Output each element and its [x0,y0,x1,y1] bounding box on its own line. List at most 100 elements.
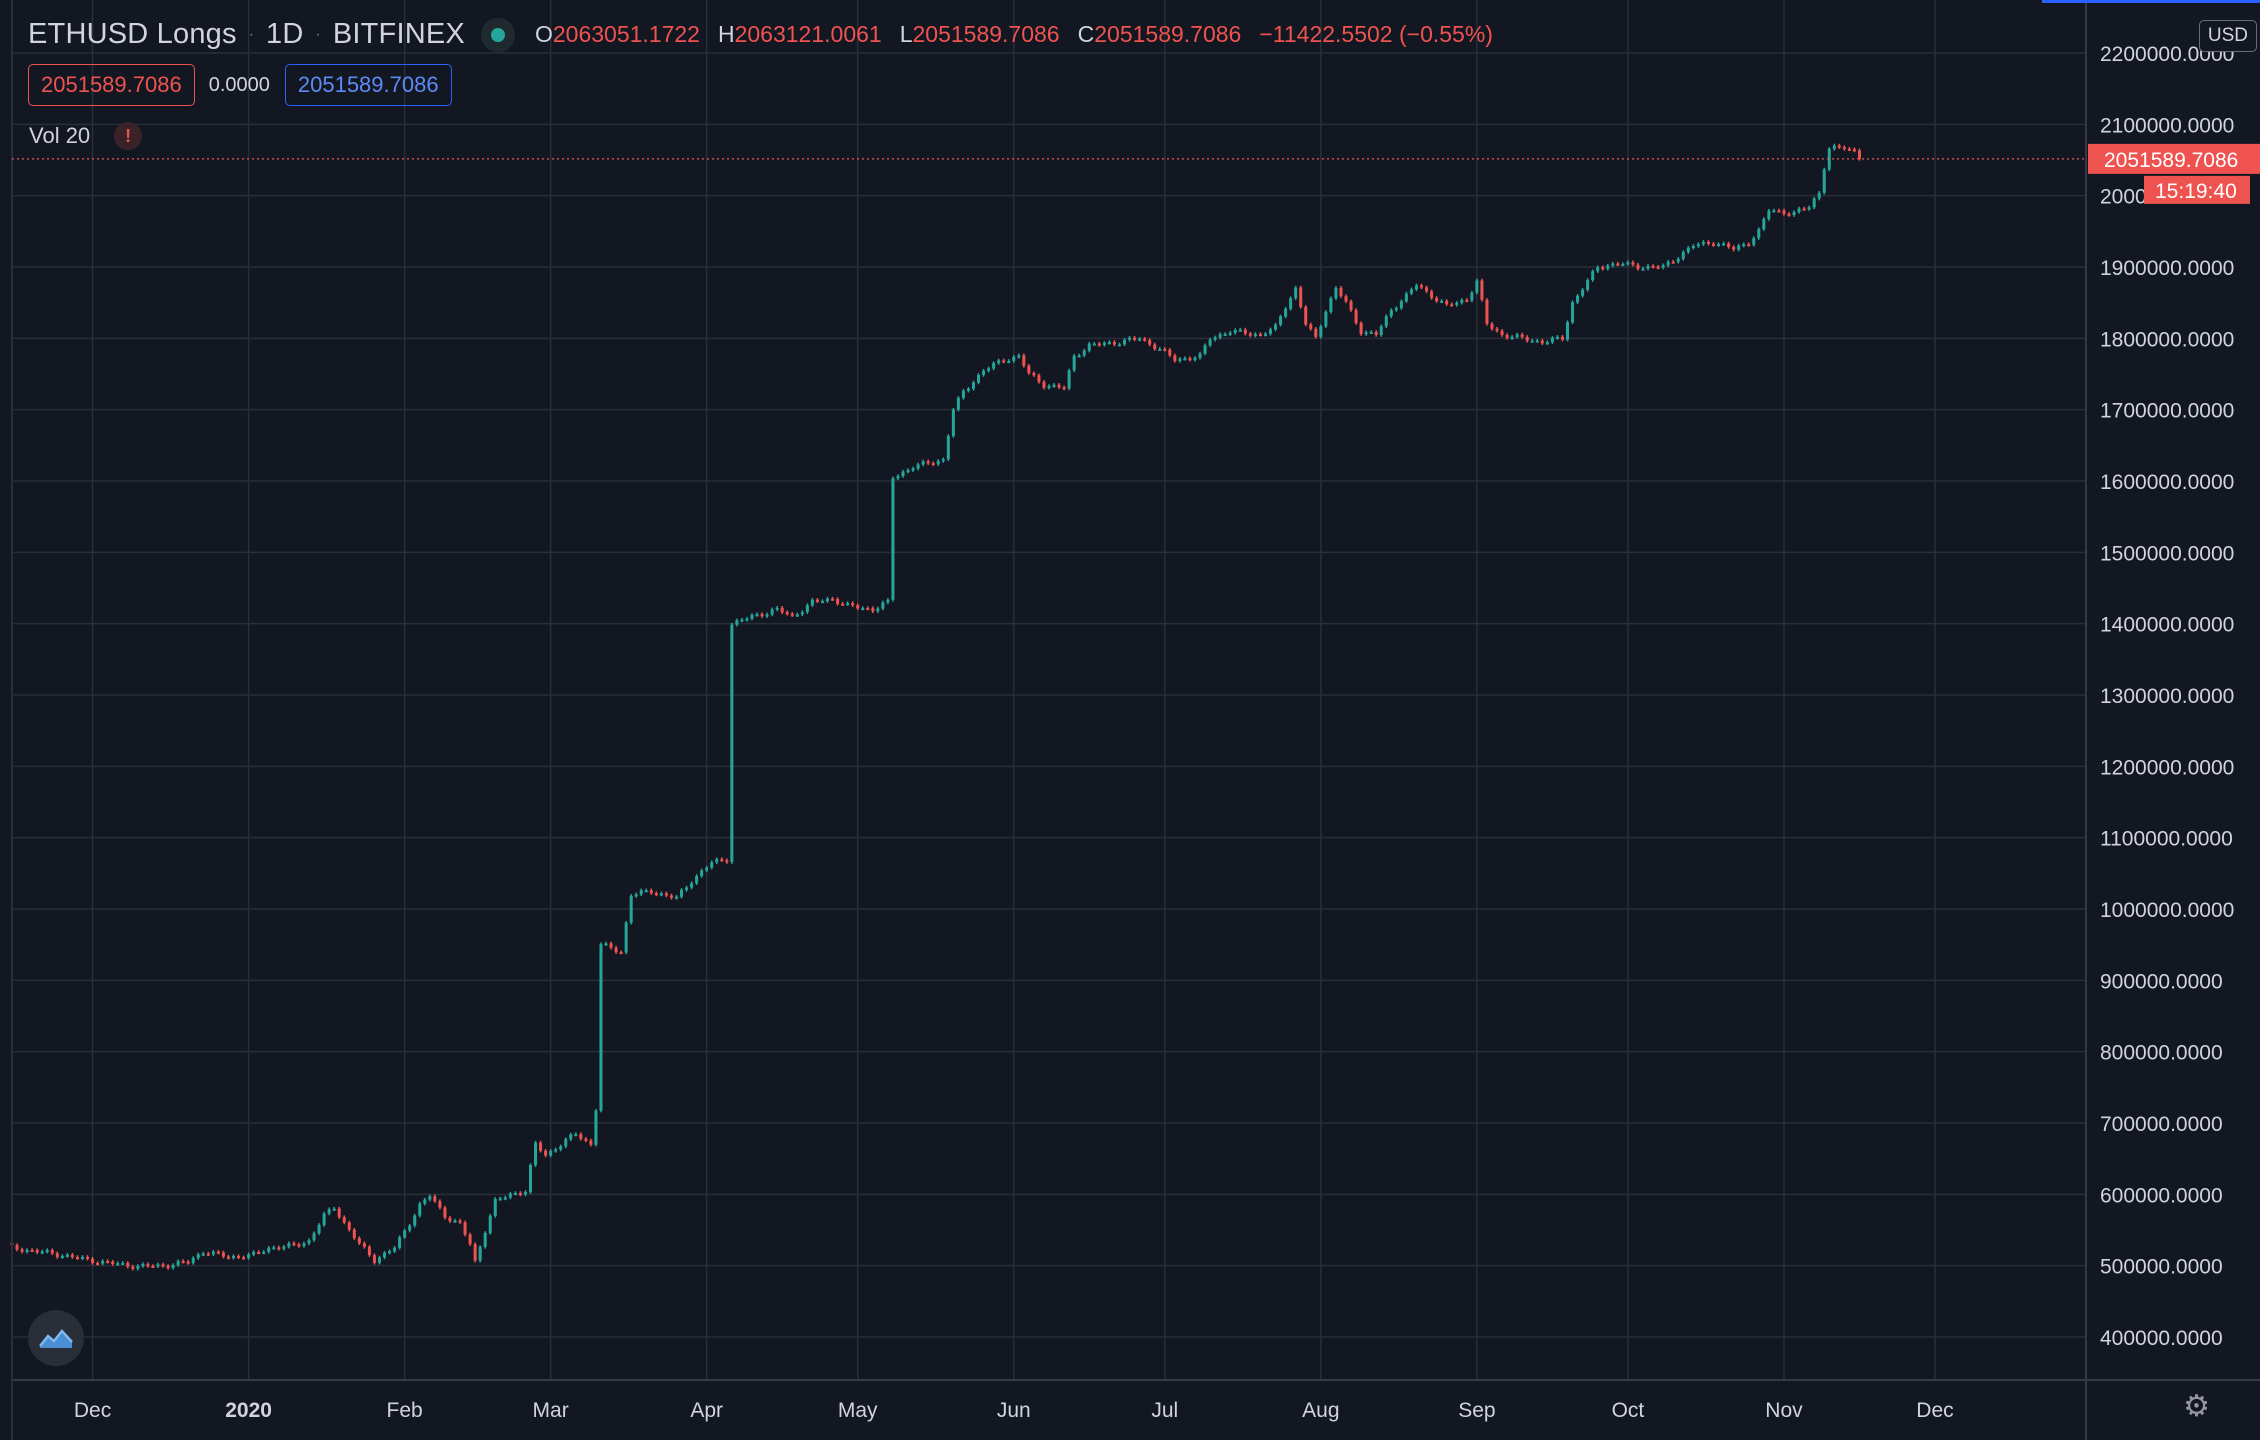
gear-icon[interactable]: ⚙ [2183,1390,2210,1423]
candle-body [498,1198,502,1201]
candle-body [367,1246,371,1256]
candle-body [1505,334,1509,338]
candle-body [1284,308,1288,317]
candle-body [60,1256,64,1259]
candle-body [750,614,754,619]
candle-body [1148,340,1152,345]
candle-body [1510,336,1514,339]
y-tick-label: 1400000.0000 [2100,614,2234,637]
candle-body [982,370,986,376]
volume-indicator[interactable]: Vol 20 ! [29,122,143,150]
candle-body [725,860,729,863]
candle-body [654,893,658,896]
candle-body [408,1225,412,1231]
candle-body [1857,150,1861,159]
candle-body [242,1257,246,1260]
ask-price-box[interactable]: 2051589.7086 [284,64,452,106]
candle-body [297,1244,301,1247]
candle-body [1107,342,1111,345]
candle-body [35,1250,39,1253]
candle-body [1591,271,1595,281]
candle-body [453,1220,457,1223]
x-tick-label: Apr [690,1399,723,1422]
candle-body [201,1253,205,1256]
candle-body [307,1240,311,1244]
candle-body [881,602,885,609]
candle-body [820,601,824,604]
candle-body [1414,285,1418,290]
candle-body [836,599,840,604]
market-status-icon[interactable] [490,27,505,42]
candle-body [604,943,608,946]
candle-body [1389,309,1393,317]
candle-body [956,397,960,410]
candle-body [911,468,915,471]
candle-body [413,1215,417,1226]
countdown-label-bg [2144,175,2250,204]
symbol-title[interactable]: ETHUSD Longs [28,18,237,50]
candle-body [1540,340,1544,344]
candle-body [1520,334,1524,337]
candle-body [423,1199,427,1204]
candle-body [1258,334,1262,337]
candle-body [25,1249,29,1252]
currency-badge[interactable]: USD [2198,20,2257,52]
candle-body [846,603,850,606]
candle-body [1480,280,1484,300]
candle-body [1409,289,1413,294]
candle-body [1837,145,1841,148]
candle-body [1399,301,1403,309]
candle-body [619,952,623,955]
candle-body [1691,245,1695,248]
candle-body [1092,343,1096,346]
volume-label: Vol 20 [29,123,91,148]
candle-body [1253,334,1257,337]
candle-body [584,1138,588,1141]
candle-body [161,1264,165,1267]
candle-body [1571,302,1575,323]
candle-body [1268,329,1273,334]
candle-body [106,1260,110,1263]
candle-body [1450,304,1454,307]
tradingview-logo-icon[interactable] [28,1310,84,1366]
y-tick-label: 900000.0000 [2100,970,2223,993]
warning-icon[interactable]: ! [114,122,143,150]
candle-body [659,893,663,896]
candle-body [1440,300,1444,303]
interval-label[interactable]: 1D [266,18,304,50]
bid-price-box[interactable]: 2051589.7086 [28,64,195,106]
candle-body [211,1251,215,1255]
x-tick-label: May [838,1399,878,1422]
candle-body [1394,308,1398,311]
candle-body [478,1246,482,1261]
y-tick-label: 1800000.0000 [2100,328,2234,351]
x-tick-label: Nov [1765,1399,1803,1422]
candle-body [101,1260,105,1264]
candle-body [96,1263,100,1266]
y-tick-label: 600000.0000 [2100,1184,2223,1207]
candle-body [1565,322,1570,340]
candle-body [1339,287,1343,297]
candle-body [357,1238,361,1244]
candle-body [1279,316,1283,325]
candle-body [1485,299,1489,324]
candle-body [1737,245,1741,250]
candle-body [1017,355,1021,358]
candle-body [1047,386,1051,389]
candle-body [549,1150,553,1156]
candle-body [508,1193,512,1198]
candle-body [1671,261,1675,264]
candle-body [292,1243,296,1246]
candle-body [1636,264,1640,269]
candle-body [1762,219,1766,230]
candle-body [151,1266,155,1269]
candle-body [780,607,784,613]
candle-body [1696,244,1700,247]
candle-body [1656,266,1660,269]
open-number: 2063051.1722 [552,21,700,47]
candle-body [70,1254,74,1258]
candle-body [1128,337,1132,340]
candle-body [765,614,769,617]
candle-body [483,1232,487,1247]
